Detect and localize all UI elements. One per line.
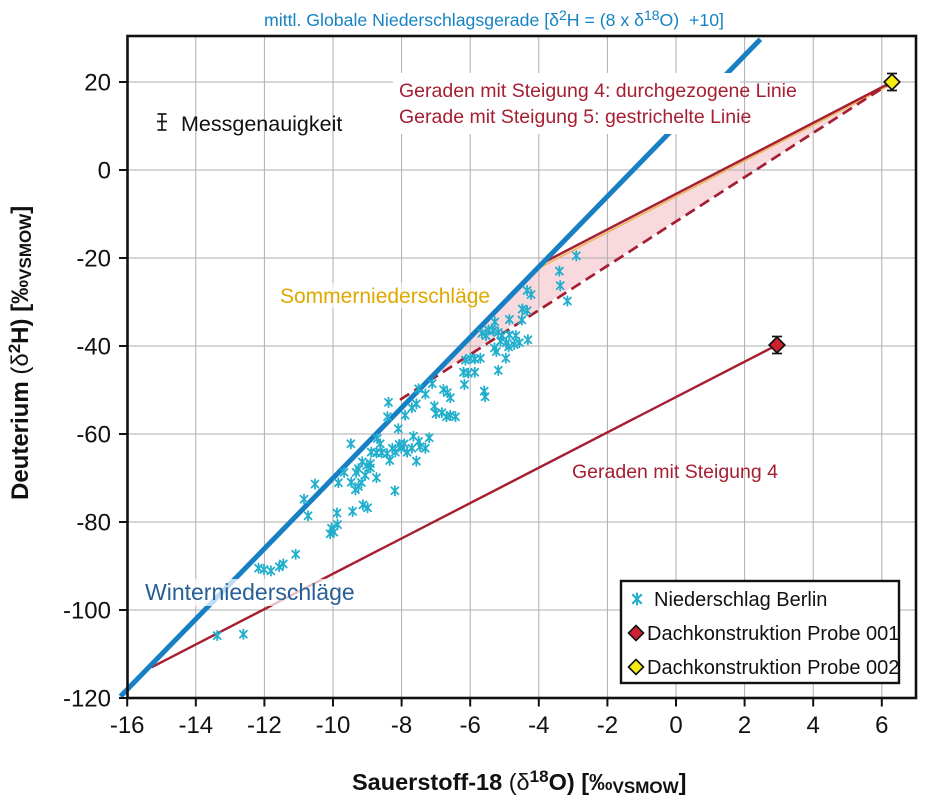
svg-text:Sommerniederschläge: Sommerniederschläge: [280, 285, 490, 308]
svg-text:Geraden mit Steigung 4: durchg: Geraden mit Steigung 4: durchgezogene Li…: [399, 80, 797, 102]
svg-text:mittl. Globale Niederschlagsge: mittl. Globale Niederschlagsgerade [δ2H …: [264, 7, 724, 30]
svg-text:-20: -20: [76, 246, 111, 273]
svg-text:-8: -8: [391, 712, 412, 739]
svg-text:-120: -120: [63, 686, 111, 713]
svg-text:Dachkonstruktion Probe 001: Dachkonstruktion Probe 001: [647, 623, 899, 645]
svg-text:-40: -40: [76, 334, 111, 361]
svg-text:-16: -16: [110, 712, 145, 739]
svg-text:Geraden mit Steigung 4: Geraden mit Steigung 4: [572, 461, 778, 483]
svg-text:Gerade mit Steigung 5: gestric: Gerade mit Steigung 5: gestrichelte Lini…: [399, 106, 751, 128]
svg-text:4: 4: [807, 712, 820, 739]
svg-text:Messgenauigkeit: Messgenauigkeit: [181, 112, 342, 136]
svg-text:Niederschlag Berlin: Niederschlag Berlin: [654, 589, 827, 611]
svg-text:6: 6: [875, 712, 888, 739]
svg-text:-4: -4: [528, 712, 549, 739]
svg-text:-10: -10: [316, 712, 351, 739]
svg-text:2: 2: [738, 712, 751, 739]
svg-text:-2: -2: [597, 712, 618, 739]
svg-text:-12: -12: [247, 712, 282, 739]
svg-text:-80: -80: [76, 510, 111, 537]
svg-text:0: 0: [98, 158, 111, 185]
svg-text:-6: -6: [460, 712, 481, 739]
svg-text:-100: -100: [63, 598, 111, 625]
svg-text:-60: -60: [76, 422, 111, 449]
svg-text:Winterniederschläge: Winterniederschläge: [145, 579, 355, 605]
svg-text:20: 20: [84, 70, 111, 97]
svg-text:Sauerstoff-18 (δ18O) [‰VSMOW]: Sauerstoff-18 (δ18O) [‰VSMOW]: [352, 767, 686, 797]
svg-text:0: 0: [669, 712, 682, 739]
svg-text:Dachkonstruktion Probe 002: Dachkonstruktion Probe 002: [647, 657, 899, 679]
svg-text:-14: -14: [178, 712, 213, 739]
